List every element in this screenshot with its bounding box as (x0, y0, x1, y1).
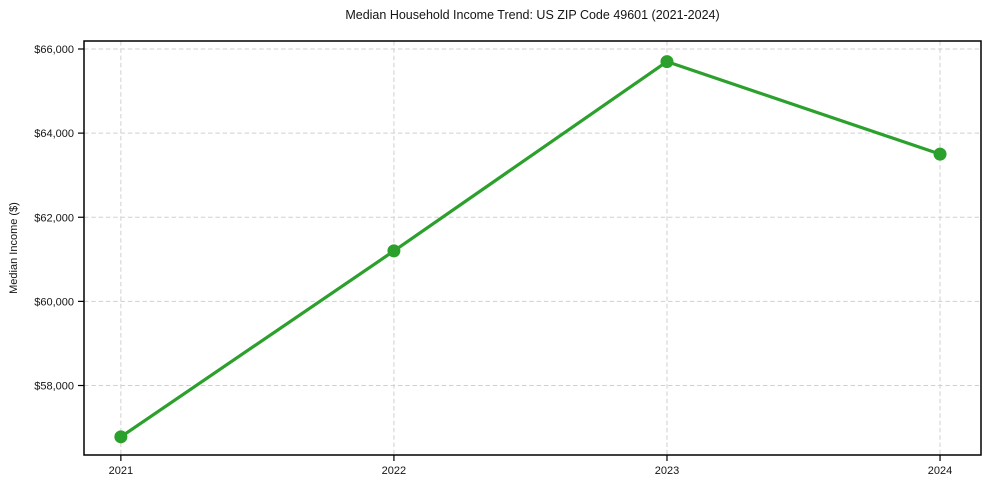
data-point-2024 (933, 147, 947, 161)
x-tick-label: 2024 (928, 465, 952, 477)
y-tick-label: $66,000 (34, 44, 74, 56)
chart-title: Median Household Income Trend: US ZIP Co… (345, 8, 720, 22)
x-tick-label: 2023 (655, 465, 679, 477)
x-tick-label: 2022 (382, 465, 406, 477)
plot-border (83, 40, 982, 456)
y-tick-label: $58,000 (34, 381, 74, 393)
trend-line (119, 60, 942, 439)
data-point-2022 (387, 244, 401, 258)
data-point-2023 (660, 55, 674, 69)
y-tick-label: $62,000 (34, 212, 74, 224)
y-axis-label: Median Income ($) (8, 202, 20, 294)
y-tick-label: $60,000 (34, 296, 74, 308)
data-point-2021 (114, 430, 128, 444)
y-tick-label: $64,000 (34, 128, 74, 140)
x-tick-label: 2021 (109, 465, 133, 477)
